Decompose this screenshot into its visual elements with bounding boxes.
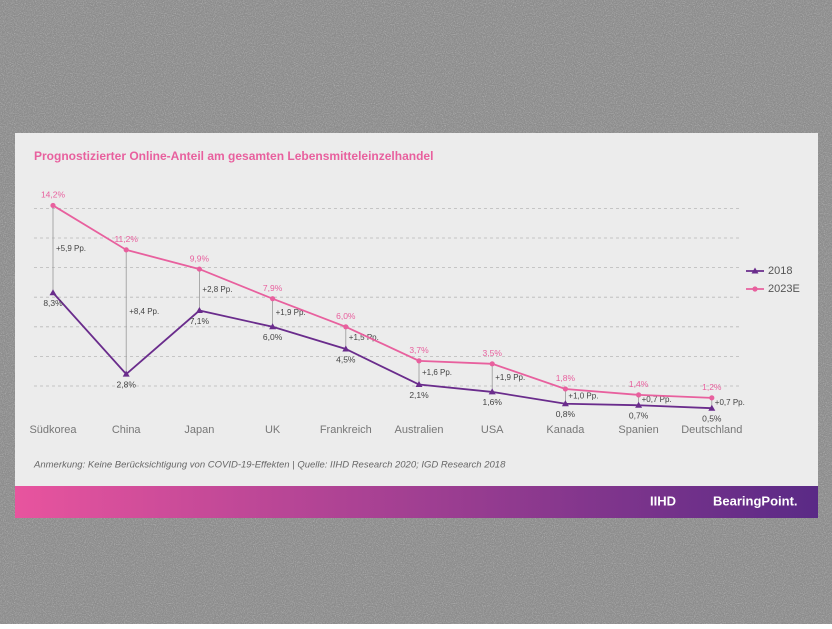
data-label: 1,6% [483,397,503,407]
note: Anmerkung: Keine Berücksichtigung von CO… [33,460,506,471]
marker [342,345,350,352]
x-tick-label: China [112,424,142,436]
marker [49,289,57,296]
data-label: 7,9% [263,283,283,293]
chart-title: Prognostizierter Online-Anteil am gesamt… [34,149,433,163]
marker [562,386,569,392]
marker [122,370,130,377]
marker [489,361,495,367]
marker [708,404,716,411]
data-label: 14,2% [41,190,66,200]
difference-label: +1,5 Pp. [349,333,379,342]
data-label: 0,5% [702,413,722,423]
data-label: 1,2% [702,382,722,392]
legend-label: 2018 [768,265,792,277]
marker [488,388,496,395]
data-label: 0,7% [629,410,649,420]
marker [195,307,203,314]
difference-label: +1,9 Pp. [276,308,306,317]
legend-marker [752,286,758,292]
legend-label: 2023E [768,283,800,295]
marker [709,395,715,401]
x-tick-label: Deutschland [681,424,742,436]
footer-bar [15,486,818,518]
logo: BearingPoint. [713,493,798,508]
difference-label: +8,4 Pp. [129,307,159,316]
data-label: 2,1% [409,390,429,400]
data-label: 0,8% [556,409,576,419]
x-tick-label: Australien [395,424,444,436]
data-label: 4,5% [336,354,356,364]
data-label: 7,1% [190,316,210,326]
data-label: 9,9% [190,253,210,263]
marker [415,381,423,388]
difference-label: +0,7 Pp. [642,395,672,404]
marker [123,247,129,253]
marker [50,202,56,209]
marker [343,324,349,330]
difference-label: +1,9 Pp. [495,373,525,382]
difference-label: +5,9 Pp. [56,244,86,253]
data-label: 1,8% [556,373,576,383]
marker [416,358,422,364]
marker [561,400,569,407]
x-tick-label: Spanien [618,424,658,436]
x-tick-label: Frankreich [320,424,372,436]
data-label: 6,0% [263,332,283,342]
data-label: 3,5% [483,348,503,358]
x-tick-label: USA [481,424,504,436]
difference-label: +1,0 Pp. [568,391,598,400]
x-tick-label: UK [265,424,281,436]
marker [635,401,643,408]
marker [269,323,277,330]
line [52,204,712,399]
difference-label: +0,7 Pp. [715,398,745,407]
data-label: 2,8% [117,379,137,389]
data-label: 11,2% [114,234,138,244]
data-label: 1,4% [629,379,649,389]
x-tick-label: Südkorea [29,424,77,436]
marker [196,266,202,272]
data-label: 8,3% [43,298,63,308]
marker [270,296,276,302]
logo: IIHD [650,493,676,508]
line [52,292,712,410]
card [15,133,818,518]
legend-marker [751,267,759,274]
x-tick-label: Kanada [546,424,585,436]
plot: Südkorea China Japan UK Frankreich Australien… [29,190,799,436]
marker [636,392,642,398]
difference-label: +2,8 Pp. [202,285,232,294]
x-tick-label: Japan [184,424,214,436]
data-label: 6,0% [336,311,356,321]
difference-label: +1,6 Pp. [422,368,452,377]
data-label: 3,7% [409,345,429,355]
